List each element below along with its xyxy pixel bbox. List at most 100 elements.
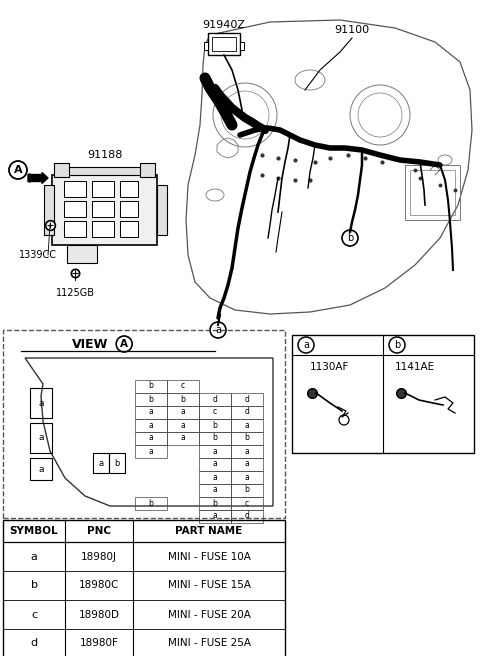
Bar xyxy=(157,185,167,235)
Text: b: b xyxy=(213,420,217,430)
Bar xyxy=(199,406,231,419)
Bar xyxy=(199,510,231,523)
Text: a: a xyxy=(213,459,217,468)
Text: b: b xyxy=(149,382,154,390)
Bar xyxy=(231,497,263,510)
Text: b: b xyxy=(394,340,400,350)
Text: b: b xyxy=(245,434,250,443)
FancyArrow shape xyxy=(28,173,48,184)
Bar xyxy=(120,201,138,217)
Text: 1130AF: 1130AF xyxy=(310,362,349,372)
Text: MINI - FUSE 10A: MINI - FUSE 10A xyxy=(168,552,251,562)
Bar xyxy=(135,497,167,510)
Bar xyxy=(64,181,86,197)
Bar xyxy=(410,170,455,215)
Text: VIEW: VIEW xyxy=(72,337,108,350)
Text: d: d xyxy=(30,638,37,649)
Bar xyxy=(135,393,167,406)
Text: b: b xyxy=(149,499,154,508)
Text: a: a xyxy=(180,407,185,417)
Bar xyxy=(231,419,263,432)
Text: 91188: 91188 xyxy=(87,150,123,160)
Bar xyxy=(405,165,460,220)
Bar xyxy=(109,453,125,473)
Text: MINI - FUSE 25A: MINI - FUSE 25A xyxy=(168,638,251,649)
Bar xyxy=(199,484,231,497)
Text: a: a xyxy=(213,472,217,482)
Bar xyxy=(199,497,231,510)
Bar xyxy=(135,406,167,419)
Text: a: a xyxy=(245,459,250,468)
Text: 18980J: 18980J xyxy=(81,552,117,562)
Text: 1141AE: 1141AE xyxy=(395,362,435,372)
Bar xyxy=(199,419,231,432)
Bar xyxy=(30,388,52,418)
Text: b: b xyxy=(31,581,37,590)
Bar xyxy=(231,484,263,497)
Text: A: A xyxy=(14,165,22,175)
Text: b: b xyxy=(180,394,185,403)
Bar xyxy=(167,393,199,406)
Text: b: b xyxy=(114,459,120,468)
Bar xyxy=(64,221,86,237)
Text: a: a xyxy=(213,485,217,495)
Bar xyxy=(54,163,69,177)
Text: a: a xyxy=(245,447,250,455)
Text: a: a xyxy=(149,434,154,443)
Bar xyxy=(231,406,263,419)
Bar xyxy=(120,181,138,197)
Text: b: b xyxy=(149,394,154,403)
Text: 18980C: 18980C xyxy=(79,581,119,590)
Text: 1339CC: 1339CC xyxy=(19,250,57,260)
Text: a: a xyxy=(149,447,154,455)
Bar xyxy=(292,335,474,453)
Bar xyxy=(52,175,157,245)
Bar xyxy=(135,445,167,458)
Text: a: a xyxy=(180,434,185,443)
Bar xyxy=(120,221,138,237)
Text: 18980F: 18980F xyxy=(80,638,119,649)
Bar xyxy=(199,458,231,471)
Bar xyxy=(3,330,285,518)
Text: c: c xyxy=(181,382,185,390)
Bar xyxy=(167,406,199,419)
Text: a: a xyxy=(149,420,154,430)
Bar xyxy=(30,458,52,480)
Bar xyxy=(167,380,199,393)
Bar xyxy=(199,471,231,484)
Bar xyxy=(231,445,263,458)
Text: d: d xyxy=(213,394,217,403)
Bar xyxy=(30,423,52,453)
Text: a: a xyxy=(38,464,44,474)
Text: a: a xyxy=(38,434,44,443)
Bar xyxy=(167,432,199,445)
Bar xyxy=(135,432,167,445)
Bar xyxy=(140,163,155,177)
Text: b: b xyxy=(213,434,217,443)
Text: PART NAME: PART NAME xyxy=(175,526,242,536)
Text: b: b xyxy=(245,485,250,495)
Text: 91100: 91100 xyxy=(335,25,370,35)
Text: a: a xyxy=(213,447,217,455)
Bar xyxy=(231,510,263,523)
Text: a: a xyxy=(215,325,221,335)
Text: a: a xyxy=(98,459,104,468)
Text: 91940Z: 91940Z xyxy=(203,20,245,30)
Bar xyxy=(212,37,236,51)
Text: d: d xyxy=(245,394,250,403)
Bar xyxy=(199,432,231,445)
Bar xyxy=(93,453,109,473)
Text: MINI - FUSE 15A: MINI - FUSE 15A xyxy=(168,581,251,590)
Bar xyxy=(67,245,97,263)
Bar xyxy=(92,201,114,217)
Text: PNC: PNC xyxy=(87,526,111,536)
Text: b: b xyxy=(347,233,353,243)
Text: c: c xyxy=(245,499,249,508)
Bar xyxy=(44,185,54,235)
Bar xyxy=(231,458,263,471)
Text: MINI - FUSE 20A: MINI - FUSE 20A xyxy=(168,609,251,619)
Text: a: a xyxy=(245,472,250,482)
Bar xyxy=(199,445,231,458)
Bar xyxy=(231,471,263,484)
Text: a: a xyxy=(245,420,250,430)
